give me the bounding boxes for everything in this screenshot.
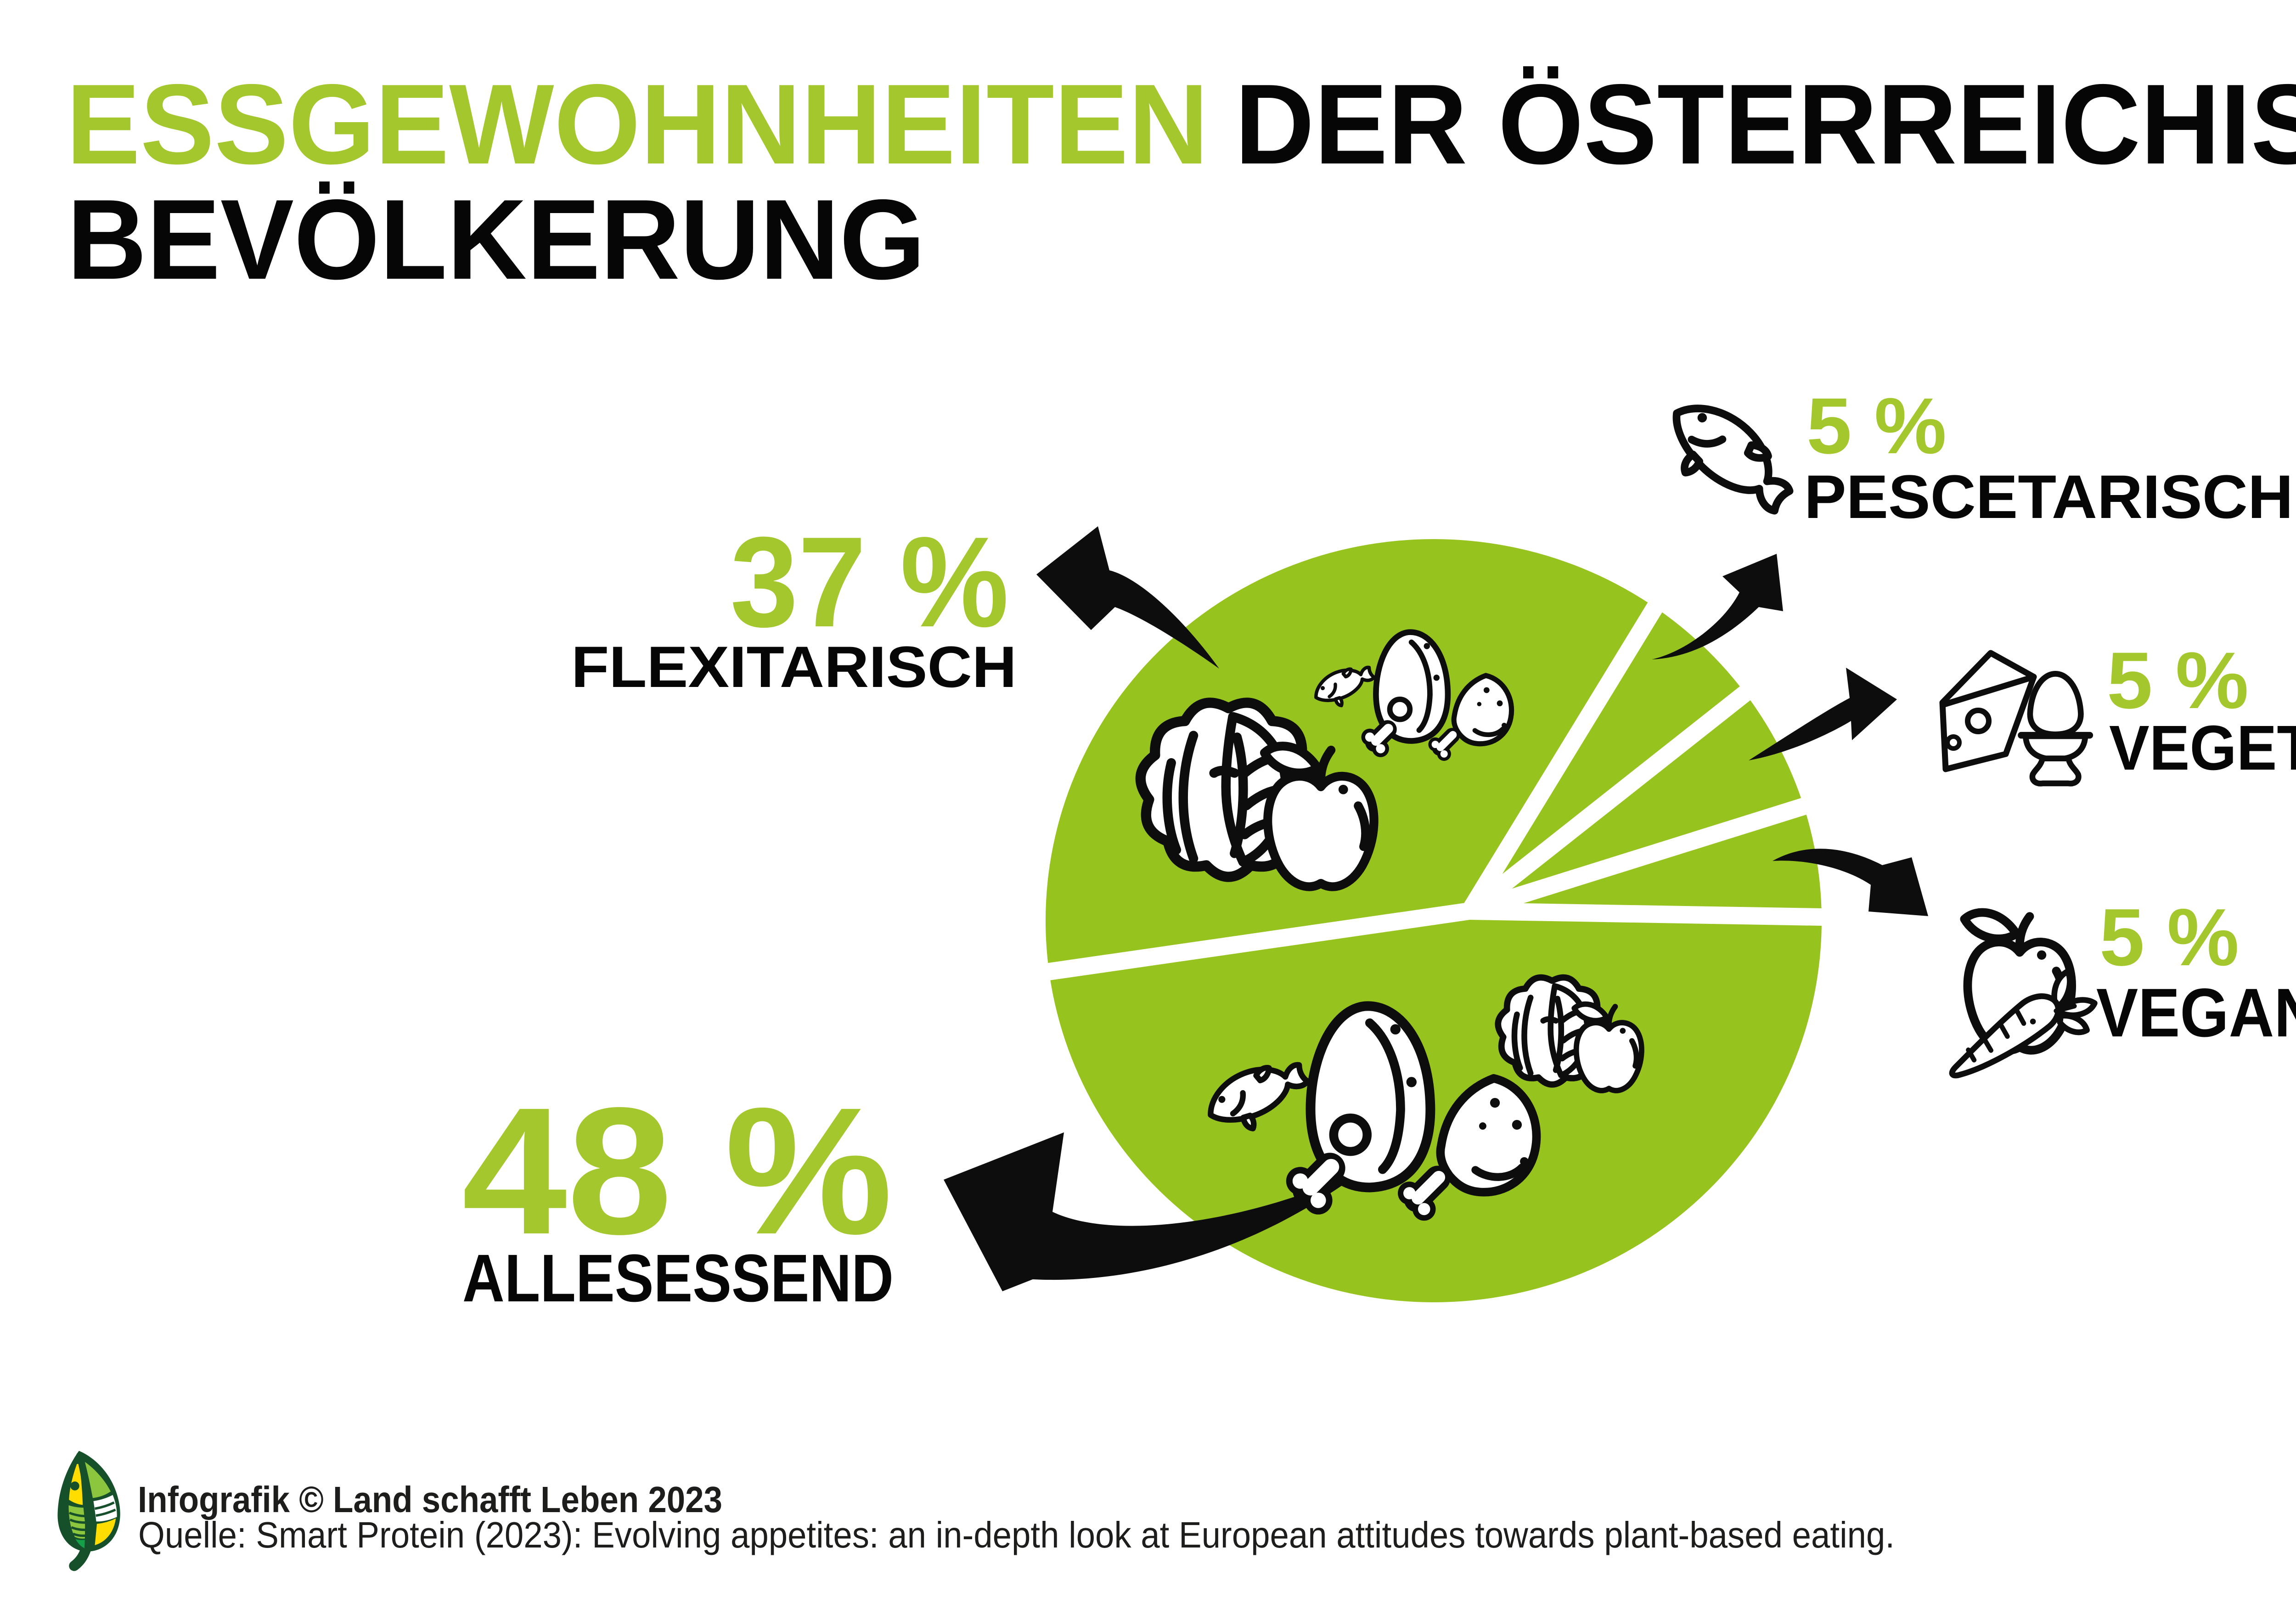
- svg-text:Quelle: Smart Protein (2023):: Quelle: Smart Protein (2023): Evolving a…: [138, 1514, 1895, 1555]
- svg-text:ESSGEWOHNHEITEN: ESSGEWOHNHEITEN: [66, 60, 1209, 188]
- svg-text:Infografik © Land schafft Lebe: Infografik © Land schafft Leben 2023: [138, 1479, 722, 1520]
- svg-text:VEGETARISCH: VEGETARISCH: [2109, 713, 2296, 783]
- svg-text:VEGAN: VEGAN: [2096, 974, 2296, 1051]
- svg-text:PESCETARISCH: PESCETARISCH: [1804, 463, 2293, 531]
- svg-text:5 %: 5 %: [1806, 381, 1947, 470]
- svg-text:5 %: 5 %: [2099, 892, 2239, 983]
- svg-text:ALLESESSEND: ALLESESSEND: [462, 1241, 894, 1316]
- svg-text:5 %: 5 %: [2107, 636, 2249, 726]
- svg-text:FLEXITARISCH: FLEXITARISCH: [571, 634, 1017, 699]
- svg-text:37 %: 37 %: [730, 511, 1009, 654]
- svg-text:48 %: 48 %: [462, 1070, 893, 1272]
- svg-text:DER ÖSTERREICHISCHEN: DER ÖSTERREICHISCHEN: [1235, 60, 2296, 188]
- svg-text:BEVÖLKERUNG: BEVÖLKERUNG: [67, 175, 925, 303]
